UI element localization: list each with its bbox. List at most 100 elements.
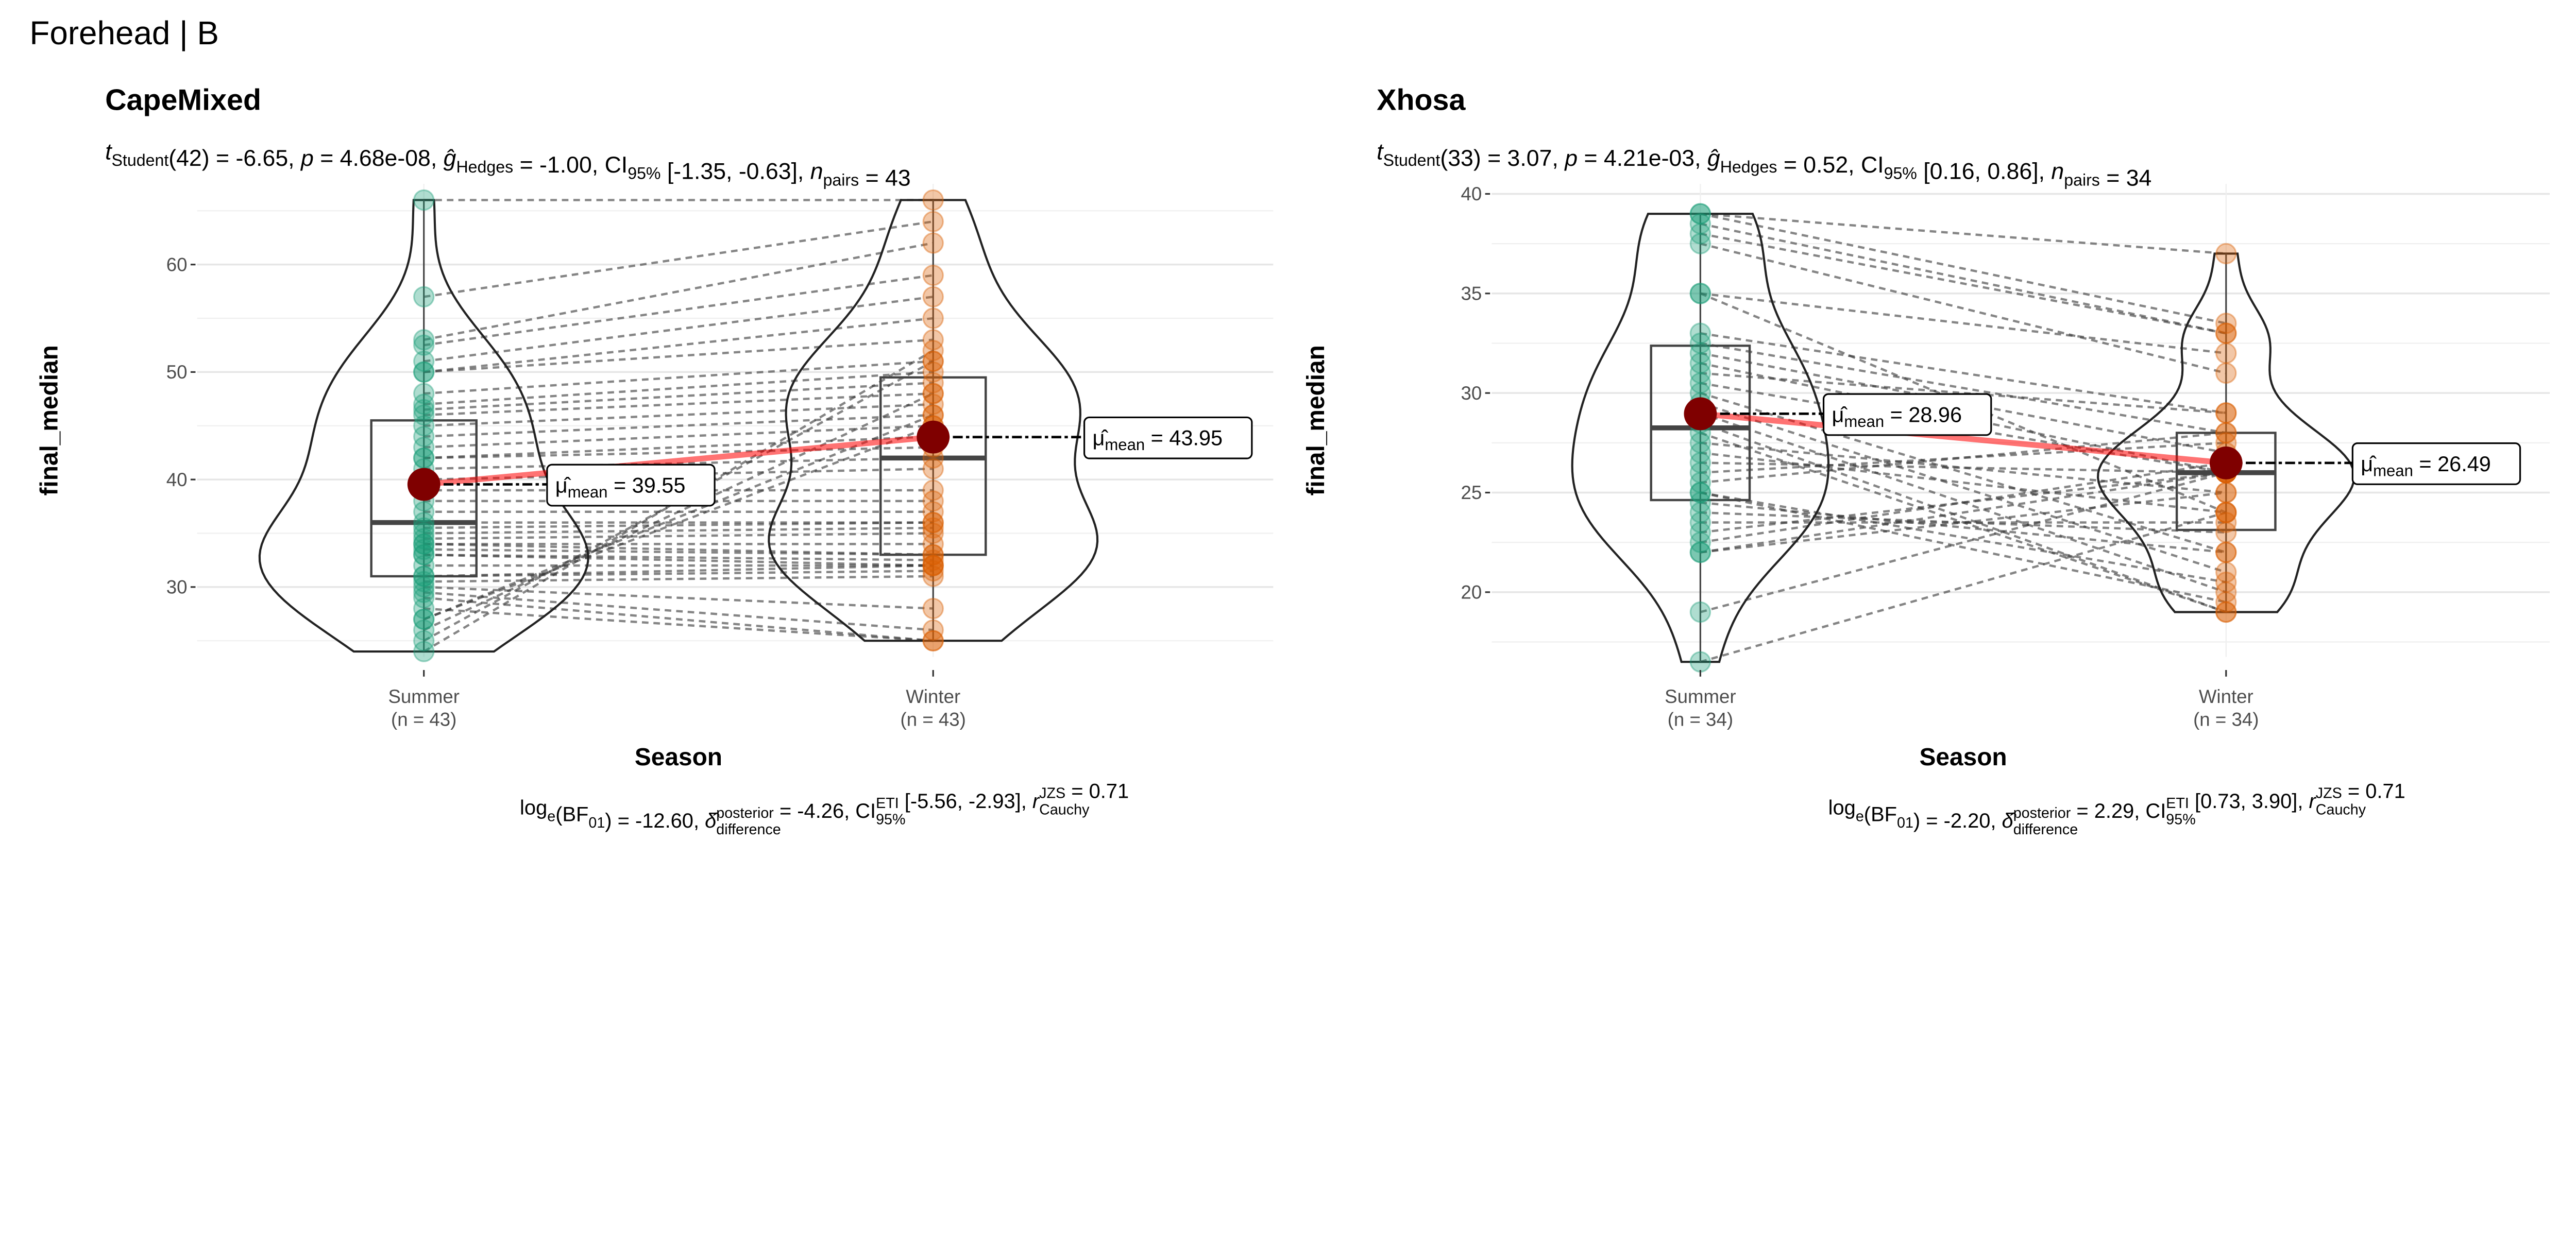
panel-capemixed: 30 40 50 60 μ̂mean = 39.55 μ̂mean = 43.95 Summ… — [36, 84, 1274, 838]
panel-caption-part: ) = -2.20, — [1913, 810, 2002, 832]
paired-line — [423, 392, 934, 631]
point-winter — [2215, 482, 2237, 504]
panel-subtitle-part: t — [1377, 139, 1384, 164]
panel-subtitle: tStudent(33) = 3.07, p = 4.21e-03, ĝHedg… — [1377, 139, 2151, 191]
paired-line — [1700, 232, 2227, 335]
y-axis-title: final_median — [1302, 345, 1330, 495]
box — [879, 376, 987, 556]
point-summer — [413, 608, 435, 630]
y-tick-label: 40 — [166, 469, 188, 490]
point-winter — [922, 533, 944, 555]
point-summer — [1689, 322, 1711, 344]
paired-line — [1700, 491, 2227, 554]
x-tick-n-label: (n = 43) — [391, 709, 456, 730]
point-winter — [2215, 541, 2237, 563]
point-winter — [922, 350, 944, 372]
paired-line — [1700, 212, 2226, 255]
panel-title: Xhosa — [1377, 84, 1466, 117]
panel-caption: loge(BF01) = -2.20, δ̂differenceposterio… — [1828, 780, 2405, 838]
point-winter — [922, 522, 944, 544]
paired-line — [1700, 491, 2227, 583]
point-summer — [413, 619, 435, 641]
paired-line — [423, 220, 934, 298]
panel-subtitle-part: ĝ — [444, 146, 456, 171]
panel-caption-part: log — [520, 797, 547, 819]
point-summer — [1689, 213, 1711, 235]
panel-caption-part: [-5.56, -2.93], — [899, 790, 1032, 813]
point-winter — [2215, 591, 2237, 613]
mean-label-box — [2351, 442, 2521, 485]
paired-line — [1700, 292, 2227, 355]
point-winter — [922, 630, 944, 651]
y-tick-label: 20 — [1461, 582, 1482, 603]
point-winter — [922, 339, 944, 362]
point-winter — [922, 211, 944, 232]
point-winter — [2215, 342, 2237, 364]
point-winter — [2215, 243, 2237, 265]
mean-label: μ̂mean = 43.95 — [1093, 426, 1223, 454]
panel-caption-part: [0.73, 3.90], — [2189, 790, 2309, 813]
paired-line — [1700, 501, 2226, 554]
panel-subtitle: tStudent(42) = -6.65, p = 4.68e-08, ĝHed… — [105, 139, 911, 191]
panel-subtitle-part: = 4.21e-03, — [1578, 146, 1707, 171]
panel-caption-sub: 01 — [588, 815, 605, 831]
panel-caption-sub: Cauchy — [2316, 802, 2366, 818]
panel-subtitle-sub: pairs — [823, 170, 859, 189]
x-tick-n-label: (n = 34) — [2193, 709, 2259, 730]
point-winter — [922, 383, 944, 404]
point-winter — [2215, 482, 2237, 504]
point-winter — [922, 549, 944, 571]
violin — [2096, 252, 2355, 613]
y-tick-label: 50 — [166, 362, 188, 383]
panel-caption-sup: posterior — [716, 805, 774, 821]
point-summer — [413, 425, 435, 448]
point-summer — [413, 334, 435, 356]
point-winter — [2215, 402, 2237, 424]
point-winter — [922, 619, 944, 641]
paired-line — [423, 548, 934, 556]
point-summer — [413, 565, 435, 587]
y-tick-label: 30 — [166, 577, 188, 598]
point-summer — [413, 565, 435, 587]
point-summer — [1689, 462, 1711, 484]
point-summer — [1689, 492, 1711, 513]
point-winter — [2215, 502, 2237, 523]
paired-line — [423, 296, 934, 363]
panel-subtitle-part: = 34 — [2100, 165, 2152, 191]
paired-line — [1700, 511, 2227, 663]
mean-point — [407, 468, 440, 501]
paired-line — [1700, 461, 2226, 474]
panel-caption-sub: e — [547, 808, 555, 825]
x-tick-n-label: (n = 34) — [1668, 709, 1733, 730]
point-summer — [413, 528, 435, 550]
paired-line — [423, 591, 934, 631]
point-summer — [1689, 482, 1711, 504]
x-tick-n-label: (n = 43) — [901, 709, 966, 730]
point-winter — [922, 490, 944, 512]
panel-caption-part: = 0.71 — [2342, 780, 2405, 803]
panel-subtitle-part: ĝ — [1707, 146, 1720, 171]
panel-subtitle-part: n — [2051, 159, 2064, 184]
paired-line — [1700, 441, 2226, 474]
panel-subtitle-part: (33) = 3.07, — [1440, 146, 1565, 171]
panel-caption-sub: Cauchy — [1039, 802, 1090, 818]
point-winter — [2215, 601, 2237, 623]
panel-subtitle-sub: Hedges — [456, 158, 513, 176]
paired-line — [1700, 332, 2227, 415]
point-summer — [1689, 601, 1711, 623]
paired-line — [423, 526, 934, 535]
point-winter — [2215, 322, 2237, 344]
point-winter — [2215, 322, 2237, 344]
paired-line — [1700, 342, 2227, 434]
point-summer — [1689, 372, 1711, 394]
point-winter — [922, 372, 944, 393]
panel-subtitle-sub: Student — [1383, 151, 1440, 169]
mean-label-box — [546, 464, 716, 507]
mean-label: μ̂mean = 28.96 — [1832, 402, 1962, 431]
point-winter — [922, 630, 944, 651]
paired-line — [423, 521, 934, 529]
point-winter — [922, 232, 944, 254]
point-summer — [1689, 203, 1711, 225]
paired-line — [1700, 491, 2227, 604]
panel-caption-sup: posterior — [2013, 805, 2071, 821]
